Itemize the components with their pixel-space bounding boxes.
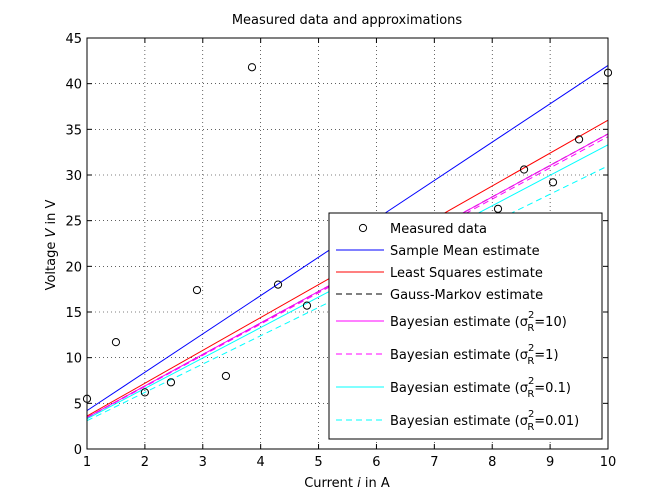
x-axis-label: Current i in A	[304, 476, 390, 491]
x-tick-label: 3	[199, 455, 207, 470]
data-point	[140, 388, 149, 397]
y-tick-label: 40	[65, 78, 82, 93]
data-point	[493, 204, 503, 213]
legend-box	[328, 212, 603, 440]
x-tick-label: 6	[372, 455, 380, 470]
y-tick-label: 30	[65, 169, 82, 184]
x-tick-label: 7	[430, 455, 438, 470]
chart-title: Measured data and approximations	[232, 13, 463, 28]
legend-label: Measured data	[390, 222, 487, 237]
y-axis-label: Voltage V in V	[44, 199, 59, 290]
axes-box	[86, 37, 609, 450]
legend: Measured data Sample Mean estimate Least S…	[328, 212, 603, 440]
legend-label: Sample Mean estimate	[390, 244, 540, 259]
legend-label: Least Squares estimate	[390, 266, 543, 281]
legend-label: Bayesian estimate (σ2 R=0.1)	[390, 376, 571, 400]
x-tick-label: 5	[314, 455, 322, 470]
x-tick-label: 4	[257, 455, 265, 470]
x-tick-label: 8	[488, 455, 496, 470]
data-point	[548, 178, 558, 187]
x-tick-label: 1	[83, 455, 91, 470]
data-point	[166, 378, 176, 387]
data-point	[273, 280, 283, 289]
data-point	[111, 338, 121, 347]
series-line-7	[86, 165, 609, 422]
y-tick-label: 15	[65, 306, 82, 321]
x-tick-label: 2	[141, 455, 149, 470]
y-tick-label: 25	[65, 215, 82, 230]
y-tick-label: 45	[65, 32, 82, 47]
legend-marker	[358, 223, 368, 233]
y-tick-label: 20	[65, 260, 82, 275]
series-line-5	[86, 136, 609, 419]
x-tick-label: 10	[600, 455, 617, 470]
legend-label: Gauss-Markov estimate	[390, 288, 543, 303]
data-point	[221, 371, 231, 381]
y-tick-label: 0	[74, 443, 82, 458]
data-point	[302, 301, 312, 310]
data-point	[574, 135, 584, 144]
data-point	[519, 165, 529, 174]
data-point	[192, 285, 202, 295]
legend-label: Bayesian estimate (σ2 R=0.01)	[390, 409, 579, 433]
legend-label: Bayesian estimate (σ2 R=1)	[390, 343, 559, 367]
x-tick-label: 9	[546, 455, 554, 470]
y-tick-label: 10	[65, 352, 82, 367]
y-tick-label: 5	[74, 397, 82, 412]
y-tick-label: 35	[65, 123, 82, 138]
legend-label: Bayesian estimate (σ2 R=10)	[390, 310, 567, 334]
data-point	[247, 63, 257, 72]
